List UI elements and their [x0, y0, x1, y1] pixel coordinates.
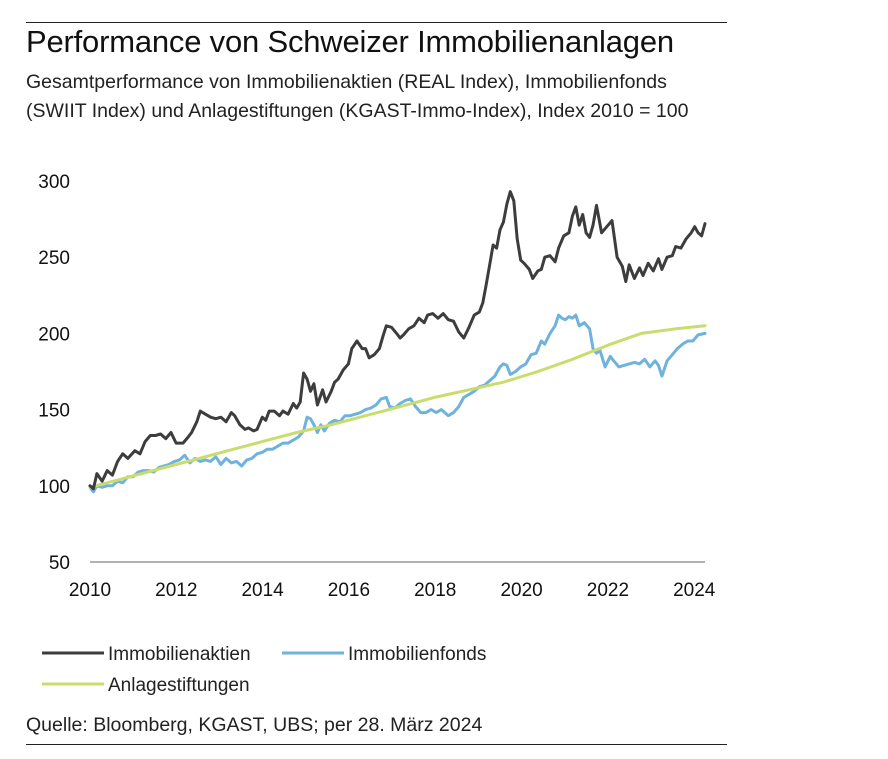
legend-label-anlagestiftungen: Anlagestiftungen [108, 675, 250, 696]
y-axis: 50 100 150 200 250 300 [38, 172, 70, 574]
chart-subtitle: Gesamtperformance von Immobilienaktien (… [26, 71, 689, 122]
series-line-immobilienfonds [88, 313, 707, 494]
legend: Immobilienaktien Immobilienfonds Anlagesti… [42, 644, 486, 696]
x-tick-label: 2022 [587, 580, 629, 601]
x-tick-label: 2012 [155, 580, 197, 601]
x-tick-label: 2016 [328, 580, 370, 601]
series-line-immobilienaktien [88, 190, 707, 491]
y-tick-label: 250 [38, 248, 70, 269]
x-axis: 2010 2012 2014 2016 2018 2020 2022 2024 [69, 580, 716, 601]
x-tick-label: 2018 [414, 580, 456, 601]
top-rule [26, 22, 727, 23]
x-tick-label: 2020 [500, 580, 542, 601]
legend-label-immobilienfonds: Immobilienfonds [348, 644, 486, 665]
bottom-rule [26, 744, 727, 745]
y-tick-label: 50 [49, 553, 70, 574]
y-tick-label: 100 [38, 477, 70, 498]
chart-title: Performance von Schweizer Immobilienanla… [26, 24, 674, 59]
series-layer [88, 190, 707, 494]
x-tick-label: 2024 [673, 580, 716, 601]
x-tick-label: 2010 [69, 580, 111, 601]
x-tick-label: 2014 [241, 580, 284, 601]
legend-label-immobilienaktien: Immobilienaktien [108, 644, 251, 665]
source-note: Quelle: Bloomberg, KGAST, UBS; per 28. M… [26, 714, 483, 736]
y-tick-label: 300 [38, 172, 70, 193]
y-tick-label: 150 [38, 401, 70, 422]
series-line-anlagestiftungen [88, 324, 707, 489]
y-tick-label: 200 [38, 324, 70, 345]
